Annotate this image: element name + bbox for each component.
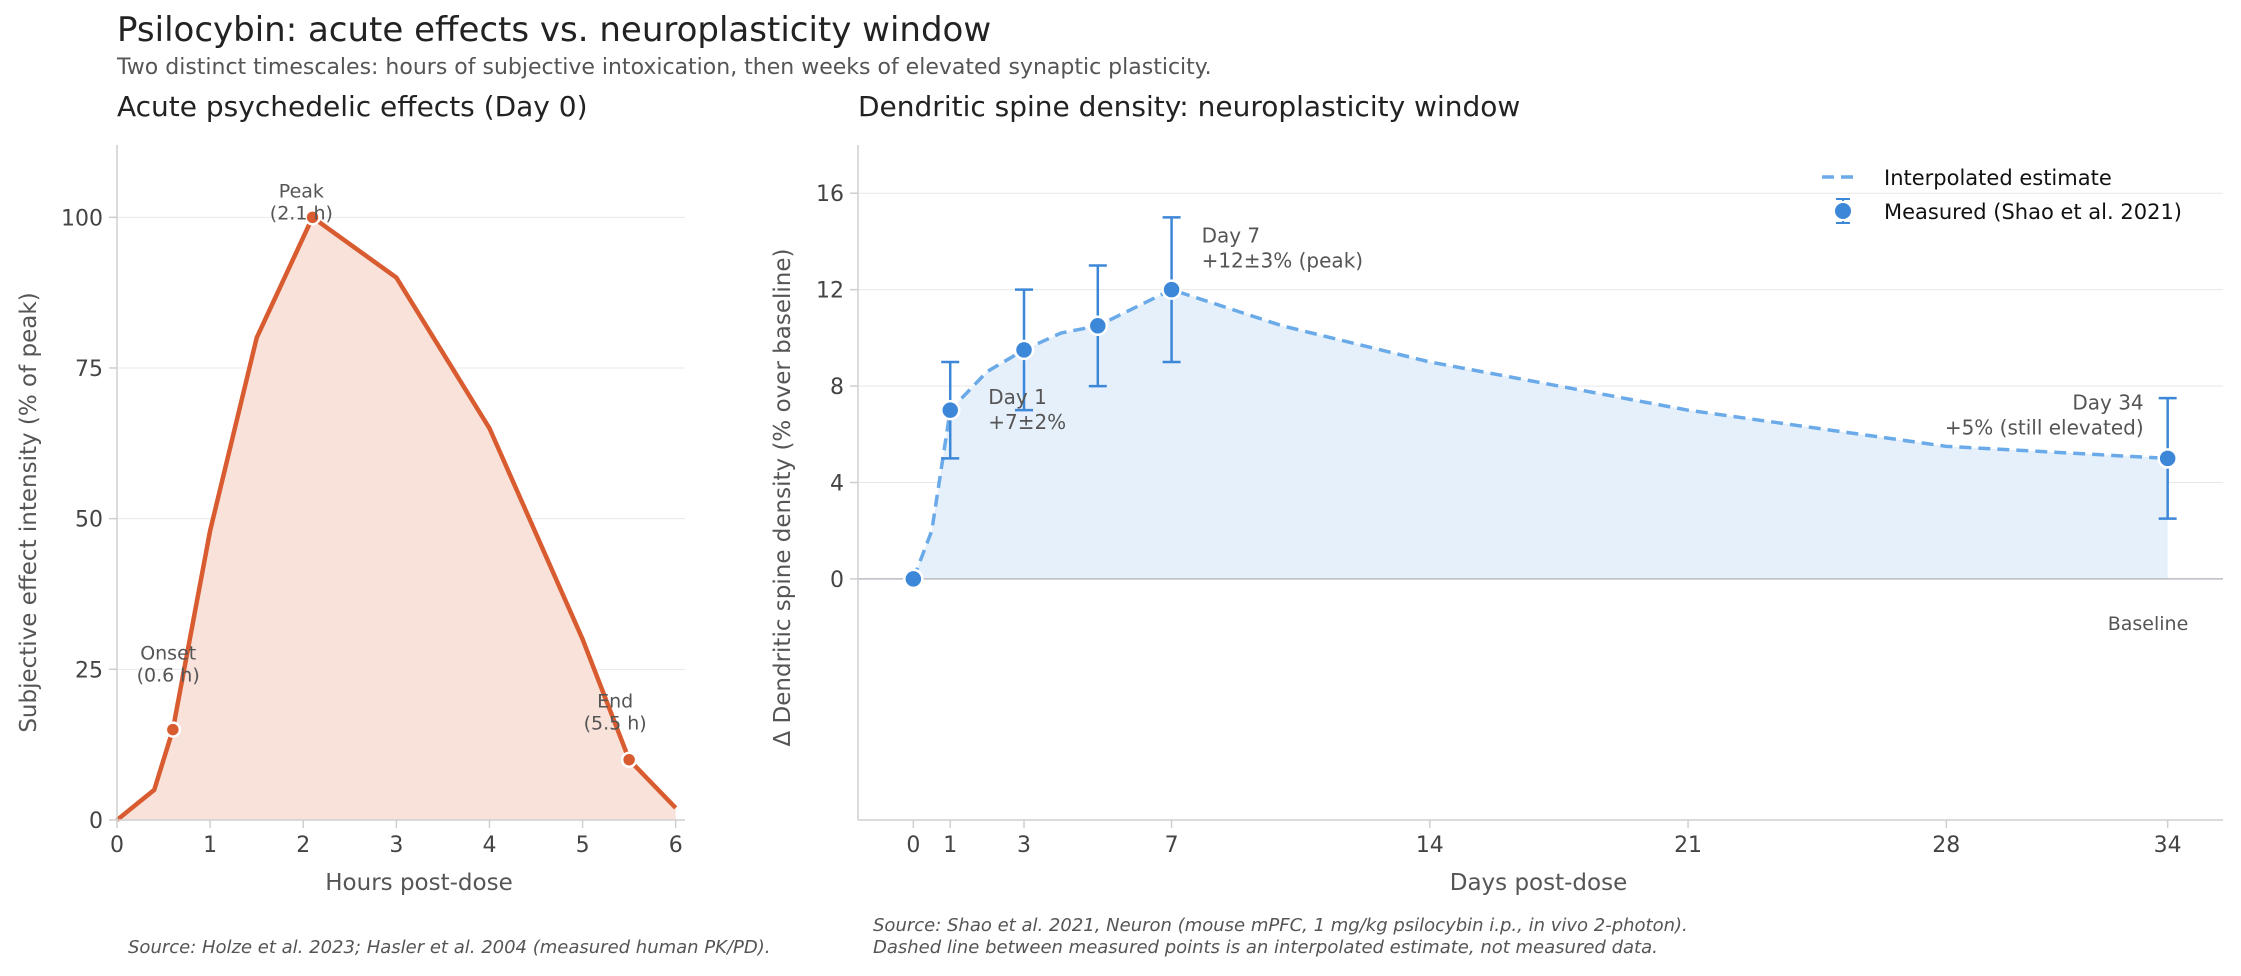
acute-marker-label: Peak: [279, 180, 324, 202]
measured-point: [1013, 339, 1035, 361]
left-source-note: Source: Holze et al. 2023; Hasler et al.…: [128, 937, 771, 958]
spine-y-tick-label: 0: [830, 568, 844, 593]
right-source-line-2: Dashed line between measured points is a…: [873, 937, 1658, 958]
acute-y-tick-label: 100: [61, 206, 103, 231]
acute-marker-label: (2.1 h): [270, 202, 333, 224]
legend-interpolated-label: Interpolated estimate: [1884, 166, 2112, 190]
acute-marker-point: [304, 209, 321, 226]
spine-x-tick-label: 14: [1416, 833, 1444, 858]
day34-annotation: +5% (still elevated): [1945, 415, 2144, 439]
spine-x-tick-label: 7: [1165, 833, 1179, 858]
measured-point: [939, 399, 961, 421]
acute-marker-point: [620, 751, 638, 768]
acute-x-tick-label: 5: [576, 833, 590, 858]
acute-y-tick-label: 50: [75, 508, 103, 533]
measured-point: [2157, 448, 2178, 469]
acute-marker-label: (0.6 h): [137, 665, 200, 687]
acute-effects-chart: 0 25 50 75 100 0 1 2 3 4 5 6 Onset(0.6 h) Peak(2.1 h)…: [16, 145, 685, 896]
measured-point: [1161, 279, 1182, 300]
spine-chart-title: Dendritic spine density: neuroplasticity…: [858, 90, 1521, 123]
spine-x-tick-label: 0: [906, 833, 920, 858]
spine-area-fill: [913, 289, 2168, 579]
day1-annotation: Day 1: [988, 385, 1047, 409]
acute-marker-label: (5.5 h): [584, 713, 647, 735]
acute-y-tick-label: 0: [89, 809, 103, 834]
acute-x-axis-label: Hours post-dose: [325, 870, 512, 896]
measured-point: [903, 568, 924, 590]
spine-x-tick-label: 1: [943, 833, 957, 858]
spine-y-tick-label: 8: [830, 375, 844, 400]
acute-y-axis-label: Subjective effect intensity (% of peak): [16, 292, 42, 732]
day7-annotation: +12±3% (peak): [1202, 249, 1364, 273]
legend-measured-swatch: [1833, 201, 1853, 221]
acute-x-tick-label: 3: [389, 833, 403, 858]
acute-marker-label: End: [597, 691, 633, 713]
acute-x-tick-label: 4: [482, 833, 496, 858]
page-title: Psilocybin: acute effects vs. neuroplast…: [117, 10, 992, 50]
baseline-label: Baseline: [2108, 613, 2189, 635]
spine-y-tick-label: 4: [830, 472, 844, 497]
acute-x-tick-label: 1: [203, 833, 217, 858]
right-source-note: Source: Shao et al. 2021, Neuron (mouse …: [873, 915, 1688, 959]
day7-annotation: Day 7: [1202, 224, 1261, 248]
spine-y-tick-label: 12: [816, 279, 844, 304]
acute-x-tick-label: 6: [669, 833, 683, 858]
spine-x-tick-label: 28: [1932, 833, 1960, 858]
page-subtitle: Two distinct timescales: hours of subjec…: [117, 55, 1212, 80]
acute-effect-area: [117, 217, 676, 821]
acute-chart-title: Acute psychedelic effects (Day 0): [117, 90, 588, 123]
day34-annotation: Day 34: [2072, 390, 2143, 414]
right-source-line-1: Source: Shao et al. 2021, Neuron (mouse …: [873, 915, 1688, 936]
acute-x-tick-label: 0: [110, 833, 124, 858]
spine-x-tick-label: 34: [2154, 833, 2182, 858]
spine-x-axis-label: Days post-dose: [1450, 870, 1628, 896]
measured-point: [1087, 315, 1109, 337]
legend-measured-label: Measured (Shao et al. 2021): [1884, 200, 2182, 224]
acute-x-tick-label: 2: [296, 833, 310, 858]
spine-y-tick-label: 16: [816, 182, 844, 207]
spine-x-tick-label: 3: [1017, 833, 1031, 858]
day1-annotation: +7±2%: [988, 410, 1066, 434]
acute-y-tick-label: 75: [75, 357, 103, 382]
acute-marker-label: Onset: [140, 643, 196, 665]
acute-y-tick-label: 25: [75, 658, 103, 683]
spine-y-axis-label: Δ Dendritic spine density (% over baseli…: [770, 249, 796, 747]
spine-x-tick-label: 21: [1674, 833, 1702, 858]
acute-marker-point: [164, 721, 182, 738]
